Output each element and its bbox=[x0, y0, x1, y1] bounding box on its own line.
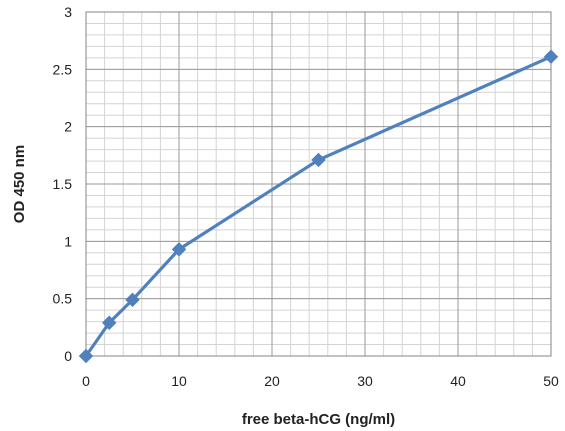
x-tick-label: 50 bbox=[543, 373, 559, 389]
data-point-marker bbox=[102, 315, 117, 330]
x-tick-label: 0 bbox=[82, 373, 90, 389]
y-tick-label: 3 bbox=[64, 4, 72, 20]
data-point-marker bbox=[311, 152, 326, 168]
x-tick-label: 40 bbox=[450, 373, 466, 389]
series-line bbox=[84, 55, 553, 358]
y-tick-label: 1 bbox=[64, 233, 72, 249]
y-axis-title: OD 450 nm bbox=[11, 145, 28, 223]
y-tick-label: 2.5 bbox=[53, 61, 73, 77]
data-point-marker bbox=[543, 49, 559, 64]
x-tick-label: 20 bbox=[264, 373, 280, 389]
y-tick-label: 2 bbox=[64, 119, 72, 135]
data-point-marker bbox=[78, 348, 94, 364]
x-axis-tick-labels: 0 10 20 30 40 50 bbox=[82, 373, 559, 389]
x-tick-label: 10 bbox=[171, 373, 187, 389]
major-gridlines bbox=[85, 11, 552, 357]
y-tick-label: 0 bbox=[64, 348, 72, 364]
y-tick-label: 0.5 bbox=[53, 291, 73, 307]
x-tick-label: 30 bbox=[357, 373, 373, 389]
data-series bbox=[78, 49, 559, 364]
plot-area-frame bbox=[85, 11, 552, 357]
data-point-marker bbox=[125, 292, 140, 308]
x-axis-title: free beta-hCG (ng/ml) bbox=[242, 411, 395, 428]
y-axis-tick-labels: 0 0.5 1 1.5 2 2.5 3 bbox=[53, 4, 73, 364]
data-point-marker bbox=[171, 242, 187, 257]
y-tick-label: 1.5 bbox=[53, 176, 73, 192]
